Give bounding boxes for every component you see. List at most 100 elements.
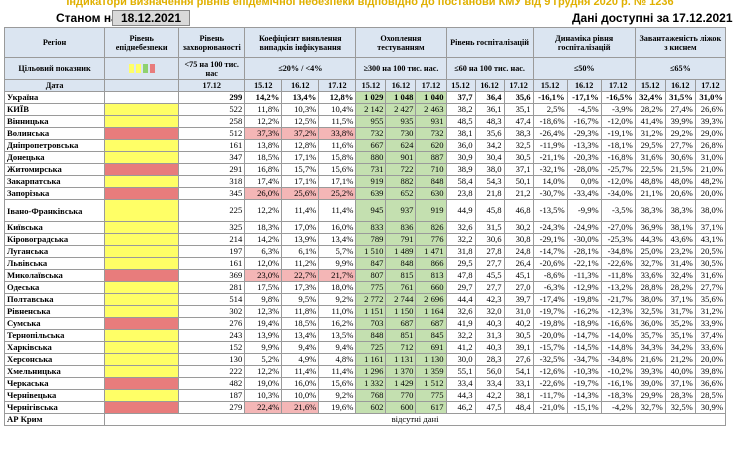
table-row: Черкаська 482 19,0% 16,0% 15,6% 1 332 1 429 1 5… xyxy=(3,377,727,390)
incidence-value: 369 xyxy=(178,269,246,282)
hosp-value: 31,5 xyxy=(474,221,505,234)
region-name: Миколаївська xyxy=(3,269,106,282)
dyn-value: -17,1% xyxy=(566,91,602,104)
incidence-value: 225 xyxy=(178,199,246,222)
testing-value: 1 429 xyxy=(385,377,417,390)
indicators-table: Регіон Рівень епіднебезпеки Рівень захво… xyxy=(3,27,727,426)
target-hosp: ≤60 на 100 тис. нас. xyxy=(445,57,534,80)
hosp-value: 42,2 xyxy=(474,389,505,402)
hosp-value: 48,3 xyxy=(474,115,505,128)
testing-value: 600 xyxy=(385,401,417,414)
oxygen-value: 39,0% xyxy=(634,377,666,390)
dyn-value: -22,6% xyxy=(600,257,636,270)
oxygen-value: 21,0% xyxy=(694,163,727,176)
table-row: Херсонська 130 5,2% 4,9% 4,8% 1 161 1 131 1 130… xyxy=(3,353,727,366)
testing-value: 703 xyxy=(355,317,387,330)
table-row: Кіровоградська 214 14,2% 13,9% 13,4% 789 791 77… xyxy=(3,233,727,246)
detection-value: 12,3% xyxy=(244,305,283,318)
table-row: Вінницька 258 12,2% 12,5% 11,5% 955 935 931 48,5… xyxy=(3,115,727,128)
incidence-value: 243 xyxy=(178,329,246,342)
hosp-value: 32,6 xyxy=(445,221,476,234)
dyn-value: -19,8% xyxy=(566,293,602,306)
dyn-value: -15,7% xyxy=(532,341,568,354)
dyn-value: -4,2% xyxy=(600,401,636,414)
oxygen-value: 43,6% xyxy=(664,233,696,246)
page-banner: Індикатори визначення рівнів епідемічної… xyxy=(66,0,674,8)
incidence-value: 318 xyxy=(178,175,246,188)
testing-value: 775 xyxy=(355,281,387,294)
date-col: 17.12 xyxy=(600,79,636,92)
oxygen-value: 31,2% xyxy=(634,127,666,140)
hosp-value: 32,5 xyxy=(503,139,534,152)
oxygen-value: 26,8% xyxy=(694,139,727,152)
detection-value: 17,3% xyxy=(281,281,320,294)
detection-value: 9,9% xyxy=(244,341,283,354)
dyn-value: -3,5% xyxy=(600,199,636,222)
dyn-value: -25,3% xyxy=(600,233,636,246)
oxygen-value: 36,6% xyxy=(694,377,727,390)
dyn-value: -13,2% xyxy=(600,281,636,294)
danger-level-cell xyxy=(104,245,180,258)
oxygen-value: 38,0% xyxy=(694,199,727,222)
oxygen-value: 30,5% xyxy=(694,257,727,270)
oxygen-value: 27,4% xyxy=(664,103,696,116)
oxygen-value: 44,3% xyxy=(634,233,666,246)
oxygen-value: 43,1% xyxy=(694,233,727,246)
detection-value: 9,5% xyxy=(281,293,320,306)
testing-value: 768 xyxy=(355,389,387,402)
detection-value: 11,2% xyxy=(281,257,320,270)
hosp-value: 54,3 xyxy=(474,175,505,188)
testing-value: 1 359 xyxy=(415,365,447,378)
hosp-value: 38,9 xyxy=(445,163,476,176)
testing-value: 1 029 xyxy=(355,91,387,104)
danger-level-cell xyxy=(104,187,180,200)
date-col: 17.12 xyxy=(694,79,727,92)
hosp-value: 48,5 xyxy=(445,115,476,128)
dyn-value: 14,0% xyxy=(532,175,568,188)
hosp-value: 55,1 xyxy=(445,365,476,378)
oxygen-value: 35,1% xyxy=(664,329,696,342)
detection-value: 13,4% xyxy=(281,91,320,104)
danger-level-cell xyxy=(104,163,180,176)
testing-value: 687 xyxy=(385,317,417,330)
oxygen-value: 30,6% xyxy=(664,151,696,164)
detection-value: 5,2% xyxy=(244,353,283,366)
testing-value: 725 xyxy=(355,341,387,354)
dyn-value: 0,0% xyxy=(566,175,602,188)
dyn-value: -21,7% xyxy=(600,293,636,306)
incidence-value: 222 xyxy=(178,365,246,378)
hosp-value: 45,1 xyxy=(503,269,534,282)
hosp-value: 37,7 xyxy=(445,91,476,104)
dyn-value: -28,0% xyxy=(566,163,602,176)
hosp-value: 21,2 xyxy=(503,187,534,200)
region-name: АР Крим xyxy=(3,413,106,426)
detection-value: 11,4% xyxy=(318,199,357,222)
oxygen-value: 40,0% xyxy=(664,365,696,378)
detection-value: 22,7% xyxy=(281,269,320,282)
region-name: Херсонська xyxy=(3,353,106,366)
header-hosp: Рівень госпіталізацій xyxy=(445,27,534,58)
hosp-value: 56,0 xyxy=(474,365,505,378)
dyn-value: -9,9% xyxy=(566,199,602,222)
dyn-value: -16,1% xyxy=(600,377,636,390)
hosp-value: 40,2 xyxy=(503,317,534,330)
testing-value: 1 164 xyxy=(415,305,447,318)
testing-value: 667 xyxy=(355,139,387,152)
table-row: Київська 325 18,3% 17,0% 16,0% 833 836 826 32,6 3… xyxy=(3,221,727,234)
testing-value: 1 151 xyxy=(355,305,387,318)
detection-value: 13,4% xyxy=(281,329,320,342)
testing-value: 1 130 xyxy=(415,353,447,366)
hosp-value: 30,5 xyxy=(503,151,534,164)
table-row: Закарпатська 318 17,4% 17,1% 17,1% 919 882 848 5… xyxy=(3,175,727,188)
detection-value: 13,9% xyxy=(244,329,283,342)
hosp-value: 21,8 xyxy=(474,187,505,200)
danger-level-cell xyxy=(104,329,180,342)
danger-level-cell xyxy=(104,175,180,188)
hosp-value: 39,7 xyxy=(503,293,534,306)
oxygen-value: 39,8% xyxy=(694,365,727,378)
danger-legend xyxy=(104,57,180,80)
region-name: Запорізька xyxy=(3,187,106,200)
hosp-value: 27,8 xyxy=(474,245,505,258)
detection-value: 16,0% xyxy=(318,221,357,234)
oxygen-value: 20,5% xyxy=(694,245,727,258)
